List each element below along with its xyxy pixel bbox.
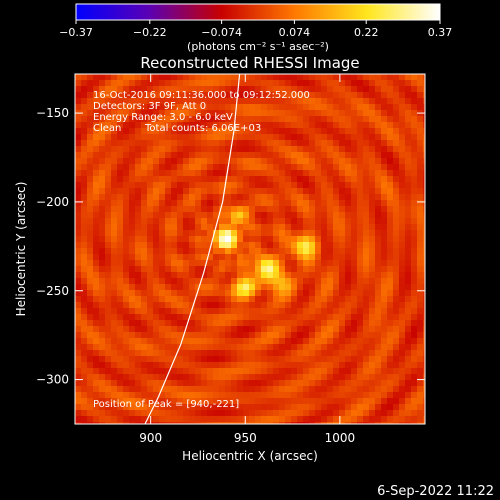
colorbar-gradient bbox=[76, 4, 440, 20]
colorbar-tick-label: 0.22 bbox=[354, 26, 379, 39]
colorbar-tick-label: 0.37 bbox=[428, 26, 453, 39]
annotation-algorithm: Clean bbox=[93, 123, 121, 134]
footer-datestamp: 6-Sep-2022 11:22 bbox=[377, 484, 494, 499]
colorbar-tick-label: −0.074 bbox=[201, 26, 242, 39]
x-axis-label: Heliocentric X (arcsec) bbox=[182, 449, 318, 463]
colorbar-frame bbox=[75, 3, 441, 21]
annotation-total-counts: Total counts: 6.06E+03 bbox=[144, 123, 261, 134]
solar-limb-curve bbox=[144, 74, 241, 424]
y-tick-label: −150 bbox=[36, 106, 69, 120]
y-axis-label: Heliocentric Y (arcsec) bbox=[14, 182, 28, 317]
plot-frame bbox=[74, 73, 426, 425]
annotation-detectors: Detectors: 3F 9F, Att 0 bbox=[93, 101, 206, 112]
heatmap-image bbox=[75, 74, 425, 424]
axis-ticks: 900 950 1000 −150 −200 −250 −300 bbox=[36, 74, 425, 445]
chart-title: Reconstructed RHESSI Image bbox=[140, 54, 359, 72]
x-tick-label: 900 bbox=[139, 431, 162, 445]
colorbar: −0.37 −0.22 −0.074 0.074 0.22 0.37 (photons c… bbox=[59, 3, 452, 53]
colorbar-tick-label: −0.37 bbox=[59, 26, 93, 39]
y-tick-label: −200 bbox=[36, 195, 69, 209]
annotation-block: 16-Oct-2016 09:11:36.000 to 09:12:52.000… bbox=[93, 90, 310, 410]
colorbar-tick-label: 0.074 bbox=[279, 26, 311, 39]
colorbar-ticks: −0.37 −0.22 −0.074 0.074 0.22 0.37 bbox=[59, 20, 452, 39]
plot-area: 900 950 1000 −150 −200 −250 −300 bbox=[36, 73, 426, 445]
colorbar-tick-label: −0.22 bbox=[133, 26, 167, 39]
x-tick-label: 950 bbox=[234, 431, 257, 445]
annotation-time: 16-Oct-2016 09:11:36.000 to 09:12:52.000 bbox=[93, 90, 310, 101]
x-tick-label: 1000 bbox=[325, 431, 356, 445]
y-tick-label: −300 bbox=[36, 373, 69, 387]
annotation-peak: Position of Peak = [940,-221] bbox=[93, 399, 239, 410]
colorbar-unit-label: (photons cm⁻² s⁻¹ asec⁻²) bbox=[187, 40, 329, 53]
annotation-energy: Energy Range: 3.0 - 6.0 keV bbox=[93, 112, 233, 123]
y-tick-label: −250 bbox=[36, 284, 69, 298]
